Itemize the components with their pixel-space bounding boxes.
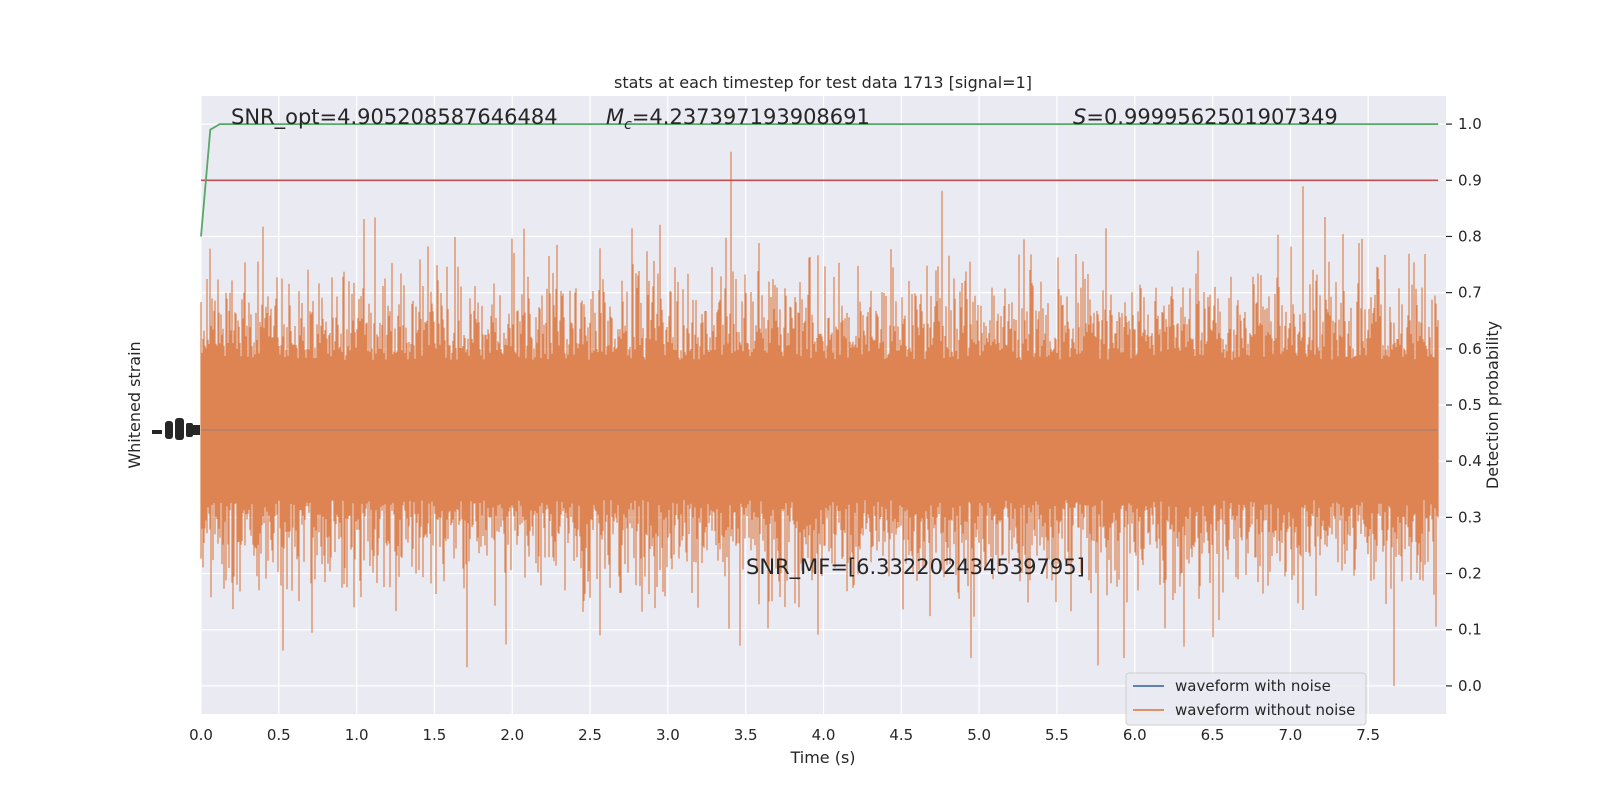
snr-opt-annotation: SNR_opt=4.905208587646484 (231, 105, 558, 130)
legend-label-waveform-without-noise: waveform without noise (1175, 701, 1355, 719)
legend: waveform with noise waveform without noi… (1125, 672, 1367, 726)
x-tick-label: 0.5 (267, 726, 291, 744)
detection-probability-line (200, 123, 1439, 237)
y-tick-label: 0.3 (1458, 508, 1482, 526)
x-tick-label: 3.5 (734, 726, 758, 744)
x-tick-label: 2.0 (500, 726, 524, 744)
x-tick-label: 4.5 (889, 726, 913, 744)
y-tick-label: 0.8 (1458, 227, 1482, 245)
x-tick-label: 3.0 (656, 726, 680, 744)
x-tick-label: 2.5 (578, 726, 602, 744)
x-tick-label: 6.5 (1201, 726, 1225, 744)
right-y-axis-ticks: 0.0 0.1 0.2 0.3 0.4 0.5 0.6 0.7 0.8 0.9 1.0 (1446, 115, 1482, 695)
y-tick-label: 0.5 (1458, 396, 1482, 414)
legend-box (1125, 672, 1367, 726)
y-tick-label: 0.0 (1458, 677, 1482, 695)
x-tick-label: 1.5 (423, 726, 447, 744)
x-tick-label: 0.0 (189, 726, 213, 744)
y-tick-label: 0.2 (1458, 565, 1482, 583)
y-tick-label: 0.1 (1458, 621, 1482, 639)
right-y-axis-label: Detection probability (1483, 321, 1502, 489)
y-tick-label: 0.9 (1458, 171, 1482, 189)
chirp-mass-annotation: Mc=4.237397193908691 (606, 105, 870, 133)
snr-mf-annotation: SNR_MF=[6.332202434539795] (746, 555, 1085, 580)
x-tick-label: 4.0 (812, 726, 836, 744)
chart-title: stats at each timestep for test data 171… (614, 73, 1032, 92)
x-axis-ticks: 0.0 0.5 1.0 1.5 2.0 2.5 3.0 3.5 4.0 4.5 5.0 5.5 6.0 6… (189, 726, 1380, 744)
y-tick-label: 0.6 (1458, 340, 1482, 358)
left-axis-clutter (152, 418, 200, 440)
y-tick-label: 0.7 (1458, 284, 1482, 302)
y-tick-label: 0.4 (1458, 452, 1482, 470)
x-tick-label: 5.0 (967, 726, 991, 744)
x-tick-label: 6.0 (1123, 726, 1147, 744)
left-y-axis-label: Whitened strain (125, 341, 144, 468)
s-statistic-annotation: S=0.9999562501907349 (1073, 105, 1338, 129)
x-tick-label: 7.5 (1356, 726, 1380, 744)
x-tick-label: 7.0 (1278, 726, 1302, 744)
y-tick-label: 1.0 (1458, 115, 1482, 133)
x-tick-label: 1.0 (345, 726, 369, 744)
x-axis-label: Time (s) (789, 748, 855, 767)
legend-label-waveform-with-noise: waveform with noise (1175, 677, 1331, 695)
x-tick-label: 5.5 (1045, 726, 1069, 744)
